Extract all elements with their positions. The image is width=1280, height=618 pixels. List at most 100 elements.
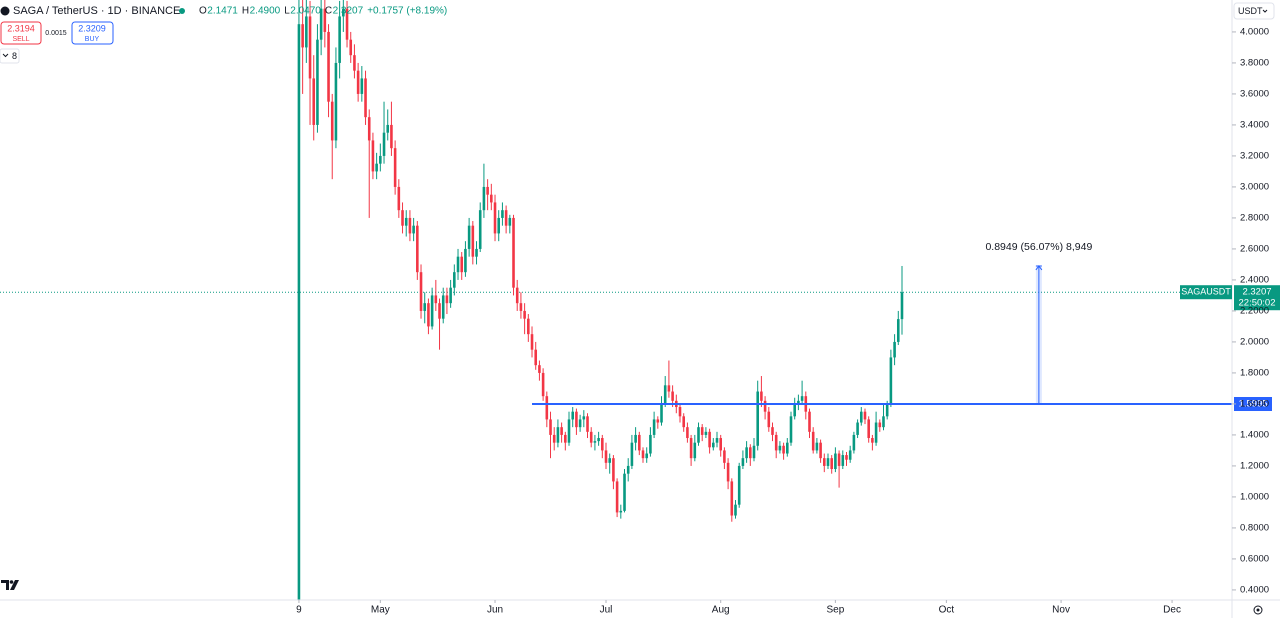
candle-body bbox=[471, 225, 475, 257]
spread: 0.0015 bbox=[45, 30, 67, 37]
candle-body bbox=[882, 416, 885, 428]
candle-body bbox=[323, 8, 327, 32]
candle-body bbox=[393, 148, 397, 187]
candle-body bbox=[845, 455, 848, 460]
candle-body bbox=[789, 416, 793, 443]
candle-body bbox=[782, 445, 785, 454]
candle-body bbox=[478, 210, 482, 249]
candle-body bbox=[527, 318, 530, 335]
candle-body bbox=[752, 445, 756, 459]
measure-arrowhead bbox=[1035, 265, 1043, 271]
candle-body bbox=[612, 458, 615, 482]
indicator-count: 8 bbox=[12, 51, 17, 61]
candle-body bbox=[582, 416, 586, 420]
candle-body bbox=[700, 427, 704, 435]
candle-body bbox=[552, 434, 556, 443]
candle-body bbox=[797, 400, 800, 404]
candle-body bbox=[885, 403, 889, 417]
candle-body bbox=[312, 78, 316, 125]
candle-body bbox=[508, 217, 512, 226]
candle-body bbox=[734, 504, 737, 516]
candle-body bbox=[353, 55, 356, 71]
candle-body bbox=[349, 39, 353, 56]
candle-body bbox=[604, 450, 608, 463]
x-tick-label: Jun bbox=[487, 605, 503, 616]
candle-body bbox=[523, 310, 526, 319]
candle-body bbox=[859, 411, 863, 423]
candle-body bbox=[453, 272, 456, 288]
measure-label: 0.8949 (56.07%) 8,949 bbox=[985, 241, 1092, 253]
candle-body bbox=[660, 403, 663, 423]
candle-body bbox=[634, 434, 637, 443]
candle-body bbox=[467, 225, 471, 249]
candle-body bbox=[386, 124, 390, 133]
symbol-label: SAGAUSDT bbox=[1181, 287, 1231, 297]
candle-body bbox=[767, 411, 771, 428]
candle-body bbox=[456, 256, 460, 273]
candle-body bbox=[549, 419, 552, 435]
candle-body bbox=[615, 481, 619, 513]
symbol[interactable]: SAGA / TetherUS · 1D · BINANCE bbox=[13, 5, 180, 17]
candle-body bbox=[608, 458, 612, 463]
candle-body bbox=[589, 431, 593, 443]
candle-body bbox=[745, 447, 748, 459]
candle-body bbox=[626, 465, 630, 474]
candle-body bbox=[811, 431, 815, 451]
candle-body bbox=[682, 416, 685, 428]
currency: USDT bbox=[1238, 6, 1263, 16]
candle-body bbox=[756, 391, 759, 446]
candle-body bbox=[327, 31, 330, 102]
candle-body bbox=[678, 407, 682, 417]
candle-body bbox=[482, 186, 486, 211]
legend-key: C bbox=[325, 6, 332, 17]
candle-body bbox=[356, 70, 360, 94]
price-label-bg bbox=[1234, 285, 1280, 311]
candle-body bbox=[630, 442, 634, 466]
legend: O 2.1471 H 2.4900 L 2.0470 C 2.3207 +0.1757 (+8.… bbox=[199, 6, 447, 17]
candle-body bbox=[593, 441, 597, 443]
candle-body bbox=[712, 442, 715, 448]
indicator-toggle[interactable] bbox=[0, 48, 20, 64]
candle-body bbox=[697, 427, 700, 443]
currency-select[interactable] bbox=[1233, 2, 1275, 20]
sell-button[interactable] bbox=[0, 21, 42, 45]
candle-body bbox=[330, 101, 334, 141]
candle-body bbox=[360, 78, 364, 94]
candle-body bbox=[652, 419, 656, 435]
candle-body bbox=[704, 431, 708, 435]
countdown: 22:50:02 bbox=[1239, 298, 1276, 309]
candle-body bbox=[822, 458, 826, 466]
candle-body bbox=[512, 217, 515, 288]
candle-body bbox=[401, 210, 404, 226]
y-tick-label: 3.6000 bbox=[1240, 88, 1269, 99]
x-tick-label: Oct bbox=[939, 605, 955, 616]
candle-body bbox=[497, 217, 501, 234]
candle-body bbox=[449, 287, 452, 304]
candle-body bbox=[375, 163, 378, 172]
candle-body bbox=[441, 295, 445, 319]
candle-body bbox=[719, 438, 722, 451]
candle-body bbox=[830, 458, 833, 470]
candle-body bbox=[893, 341, 896, 358]
candle-body bbox=[856, 422, 859, 435]
candle-body bbox=[316, 39, 319, 125]
candle-body bbox=[379, 155, 382, 164]
candle-body bbox=[575, 411, 578, 428]
candle-body bbox=[342, 8, 345, 17]
candle-body bbox=[800, 396, 804, 401]
chevron bbox=[2, 53, 9, 58]
settings-icon[interactable] bbox=[1253, 605, 1263, 615]
y-tick-label: 1.4000 bbox=[1240, 429, 1269, 440]
candle-body bbox=[848, 450, 852, 460]
buy-button[interactable] bbox=[71, 21, 114, 45]
candle-body bbox=[774, 434, 778, 451]
x-tick-label: Jul bbox=[600, 605, 613, 616]
candle-body bbox=[726, 462, 730, 482]
y-tick-label: 3.8000 bbox=[1240, 57, 1269, 68]
legend-value: 2.0470 bbox=[290, 6, 321, 17]
candle-body bbox=[667, 385, 671, 392]
candle-body bbox=[308, 16, 312, 79]
legend-key: L bbox=[284, 6, 290, 17]
